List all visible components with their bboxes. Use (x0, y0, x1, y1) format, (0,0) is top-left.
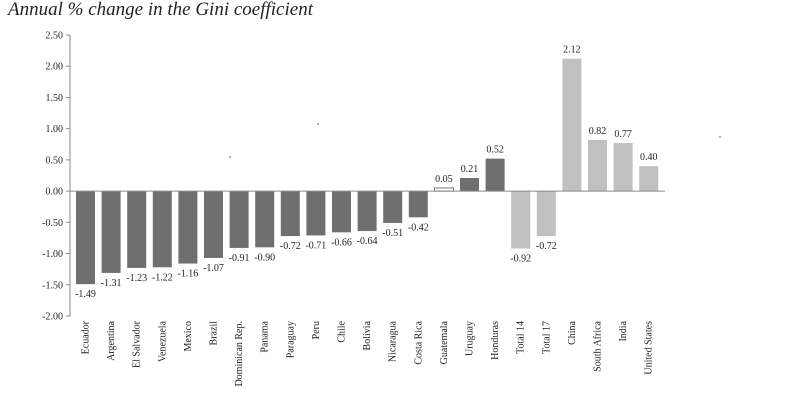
bar-total-17 (536, 191, 556, 237)
category-label: Venezuela (157, 320, 168, 362)
y-tick-label: 1.00 (46, 124, 64, 135)
data-label: -0.72 (536, 241, 557, 252)
category-label: Guatemala (439, 320, 450, 364)
data-label: 0.52 (486, 145, 504, 156)
bar-honduras (485, 158, 505, 192)
data-label: 0.21 (461, 164, 479, 175)
y-tick-label: 0.00 (46, 187, 64, 198)
bar-paraguay (280, 191, 300, 237)
y-tick-label: -1.50 (42, 280, 63, 291)
data-label: -0.42 (408, 222, 429, 233)
data-label: -1.49 (75, 289, 96, 300)
data-label: -0.71 (305, 240, 326, 251)
chart-title: Annual % change in the Gini coefficient (8, 0, 313, 20)
category-label: India (618, 320, 629, 341)
y-tick-label: -0.50 (42, 218, 63, 229)
bar-argentina (101, 191, 121, 273)
data-label: -1.07 (203, 263, 224, 274)
data-label: 0.82 (589, 126, 607, 137)
category-label: Bolivia (362, 320, 373, 350)
category-label: Argentina (106, 320, 117, 360)
bar-venezuela (152, 191, 172, 268)
category-label: Nicaragua (388, 320, 399, 362)
data-label: -0.66 (331, 237, 352, 248)
data-label: -1.22 (152, 272, 173, 283)
category-label: Brazil (209, 321, 220, 346)
category-label: Panama (260, 320, 271, 352)
y-tick-label: 2.50 (46, 31, 64, 42)
bar-costa-rica (408, 191, 428, 218)
category-label: China (567, 320, 578, 344)
bar-united-states (639, 166, 659, 192)
data-label: -0.91 (229, 253, 250, 264)
y-tick-label: -2.00 (42, 312, 63, 323)
bar-peru (306, 191, 326, 236)
bar-mexico (178, 191, 198, 264)
bar-dominican-rep (229, 191, 249, 248)
data-label: -1.31 (101, 278, 122, 289)
category-label: Honduras (490, 321, 501, 360)
category-label: Mexico (183, 321, 194, 352)
y-tick-label: -1.00 (42, 249, 63, 260)
data-label: -0.64 (357, 236, 378, 247)
category-label: Total 14 (516, 321, 527, 354)
decorative-specks (229, 123, 721, 158)
bar-india (613, 143, 633, 192)
bar-total-14 (511, 191, 531, 249)
speck-dot (719, 136, 721, 138)
data-label: -1.23 (126, 273, 147, 284)
category-label: Total 17 (541, 321, 552, 354)
y-tick-label: 1.50 (46, 93, 64, 104)
data-label: 0.77 (614, 129, 632, 140)
y-tick-label: 2.00 (46, 62, 64, 73)
bar-china (562, 58, 582, 192)
bar-nicaragua (383, 191, 403, 223)
bar-panama (255, 191, 275, 248)
data-label: 0.05 (435, 174, 453, 185)
bar-chile (332, 191, 351, 233)
category-label: Costa Rica (413, 320, 424, 364)
category-label: El Salvador (132, 320, 143, 368)
data-label: -0.90 (254, 252, 275, 263)
data-label: -0.92 (510, 254, 531, 265)
data-label: 0.40 (640, 152, 658, 163)
category-label: Peru (311, 321, 322, 339)
category-label: United States (644, 321, 655, 375)
bar-ecuador (76, 191, 95, 285)
data-label: -0.51 (382, 228, 403, 239)
data-labels: -1.49 -1.31 -1.23 -1.22 -1.16 -1.07 -0.91 -0.90… (75, 45, 657, 300)
category-label: Chile (337, 320, 348, 342)
category-labels: Ecuador Argentina El Salvador Venezuela Mexi… (81, 320, 655, 386)
bar-south-africa (588, 139, 607, 192)
y-axis: 2.50 2.00 1.50 1.00 0.50 0.00 -0.50 -1.00 -1.50 -… (42, 31, 71, 323)
y-tick-label: 0.50 (46, 155, 64, 166)
bar-brazil (204, 191, 223, 258)
speck-dot (229, 156, 231, 158)
bar-uruguay (460, 177, 479, 192)
category-label: South Africa (593, 320, 604, 371)
bar-el-salvador (127, 191, 147, 268)
bar-bolivia (357, 191, 377, 232)
data-label: -1.16 (177, 269, 198, 280)
category-label: Dominican Rep. (234, 321, 245, 387)
data-label: 2.12 (563, 45, 581, 56)
speck-dot (317, 123, 319, 125)
category-label: Ecuador (81, 320, 92, 354)
data-label: -0.72 (280, 241, 301, 252)
category-label: Paraguay (285, 321, 296, 358)
category-label: Uruguay (465, 321, 476, 356)
bars (76, 58, 659, 285)
